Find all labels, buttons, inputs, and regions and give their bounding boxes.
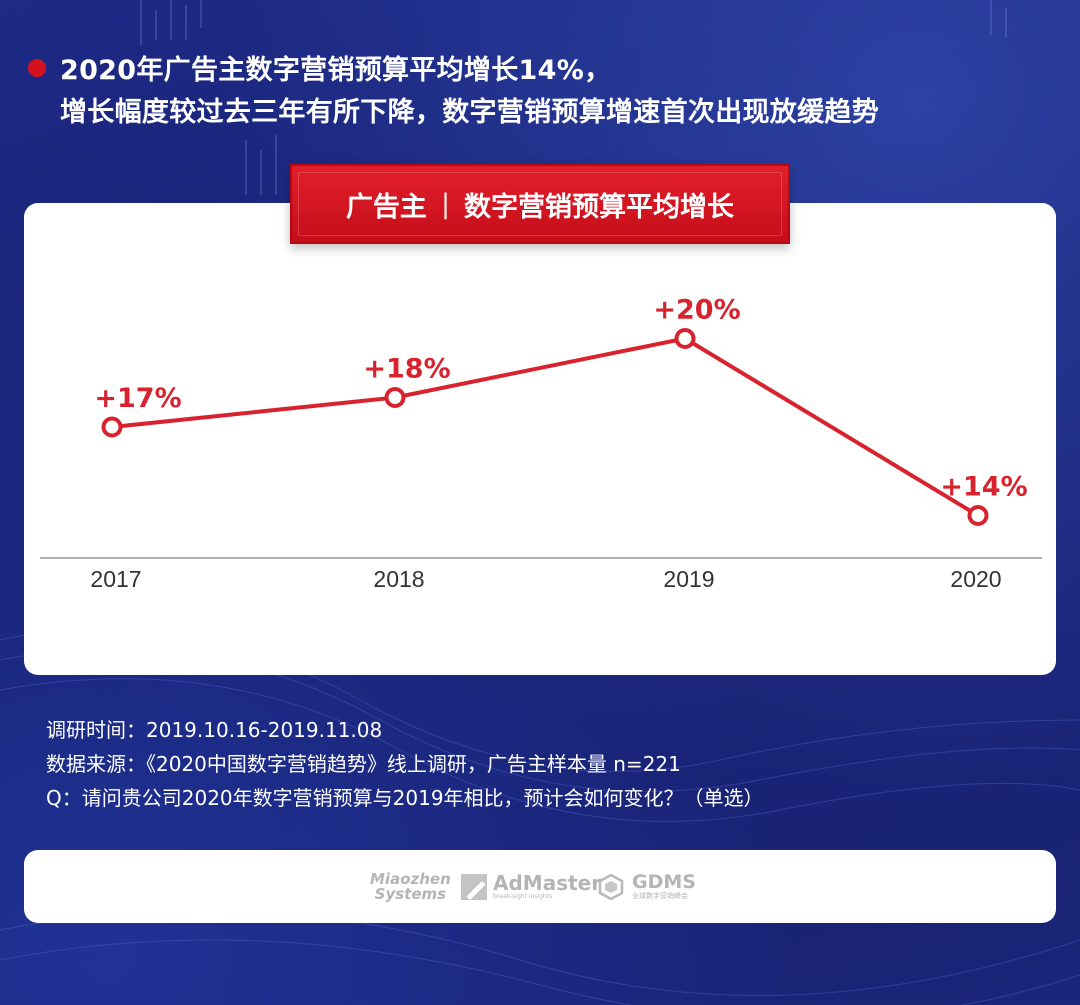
series-line [110, 336, 980, 518]
data-label-2020: +14% [940, 472, 1027, 503]
admaster-mark-icon [461, 873, 487, 900]
data-label-2017: +17% [94, 383, 181, 414]
miaozhen-logo-line-2: Systems [374, 884, 447, 903]
admaster-logo: AdMaster break-sight insights [461, 850, 601, 923]
data-label-2018: +18% [363, 354, 450, 385]
admaster-logo-tagline: break-sight insights [493, 892, 553, 900]
x-tick-label-2018: 2018 [373, 566, 424, 592]
miaozhen-logo-line-1: Miaozhen [370, 869, 451, 888]
headline-bullet [28, 59, 46, 77]
notes: 调研时间：2019.10.16-2019.11.08 数据来源：《2020中国数… [46, 713, 764, 815]
headline: 2020年广告主数字营销预算平均增长14%， 增长幅度较过去三年有所下降，数字营… [24, 50, 1064, 134]
miaozhen-logo: Miaozhen Systems [370, 850, 451, 923]
chart-card [24, 203, 1056, 675]
data-point-2018 [384, 387, 406, 408]
data-source: 数据来源：《2020中国数字营销趋势》线上调研，广告主样本量 n=221 [46, 752, 681, 776]
logo-card: Miaozhen Systems AdMaster break-sight in… [24, 850, 1056, 923]
admaster-logo-name: AdMaster [493, 870, 602, 895]
banner-title-right: 数字营销预算平均增长 [464, 191, 735, 223]
data-point-2020 [967, 505, 989, 526]
gdms-logo-tagline: 全球数字营销峰会 [632, 892, 688, 900]
data-point-2019 [674, 328, 696, 349]
data-label-2019: +20% [653, 295, 740, 326]
gdms-logo-name: GDMS [632, 871, 696, 893]
x-tick-label-2017: 2017 [90, 566, 141, 592]
chart-title-banner: 广告主 | 数字营销预算平均增长 [290, 164, 790, 244]
headline-line-2: 增长幅度较过去三年有所下降，数字营销预算增速首次出现放缓趋势 [60, 97, 879, 128]
data-point-2017 [101, 416, 123, 438]
gdms-logo: GDMS 全球数字营销峰会 [598, 850, 696, 923]
banner-title-left: 广告主 [345, 191, 427, 223]
x-tick-label-2019: 2019 [663, 566, 714, 592]
survey-time: 调研时间：2019.10.16-2019.11.08 [46, 718, 383, 742]
x-tick-label-2020: 2020 [950, 566, 1001, 592]
banner-separator: | [440, 188, 451, 220]
survey-question: Q：请问贵公司2020年数字营销预算与2019年相比，预计会如何变化？（单选） [46, 786, 764, 810]
headline-line-1: 2020年广告主数字营销预算平均增长14%， [60, 55, 612, 86]
gdms-mark-icon [598, 873, 624, 900]
